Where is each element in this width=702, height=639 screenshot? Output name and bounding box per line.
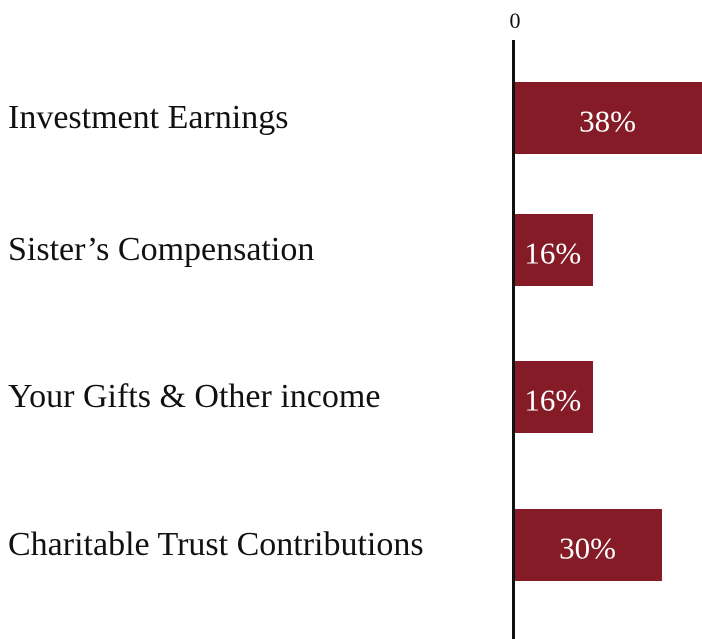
value-label: 16% [524,382,582,418]
bar [513,509,663,581]
category-label: Investment Earnings [8,99,289,136]
bar [513,214,593,286]
bar [513,361,593,433]
axis-line [511,40,515,639]
category-label: Sister’s Compensation [8,231,315,268]
value-label: 38% [579,103,636,139]
x-tick-label: 0 [509,8,521,33]
bar [513,82,702,154]
category-label: Your Gifts & Other income [8,378,381,415]
value-label: 30% [559,530,617,566]
value-label: 16% [524,235,582,271]
category-label: Charitable Trust Contributions [8,526,424,563]
